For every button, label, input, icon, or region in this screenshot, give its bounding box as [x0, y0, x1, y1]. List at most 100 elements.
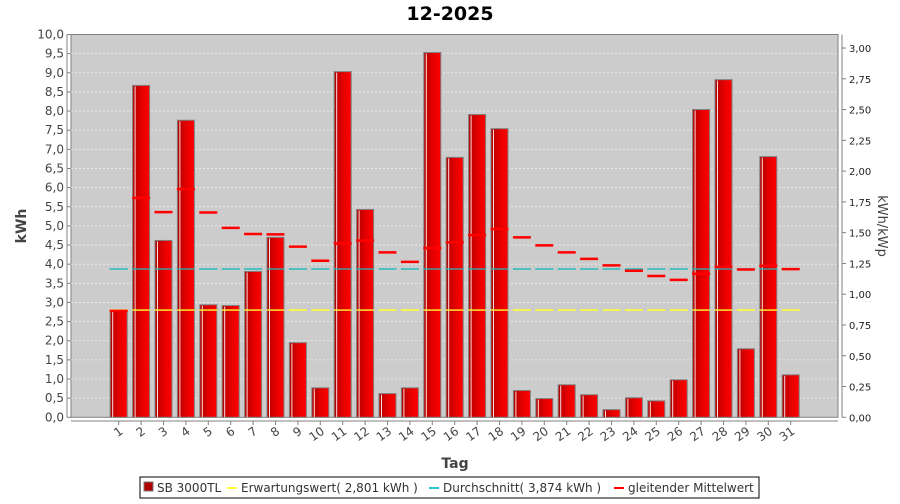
bar: [624, 397, 643, 418]
y2-tick-label: 0,75: [849, 321, 871, 332]
y2-tick-label: 3,00: [849, 44, 871, 55]
x-tick-label: 17: [463, 424, 484, 444]
legend-label-average: Durchschnitt( 3,874 kWh ): [443, 481, 601, 495]
y2-axis-label: kWh/kWp: [874, 195, 889, 257]
y-tick-label: 4,5: [45, 238, 64, 252]
legend-label-bar: SB 3000TL: [157, 481, 222, 495]
bar: [445, 156, 464, 418]
bar: [400, 387, 419, 418]
x-tick-label: 3: [156, 424, 170, 440]
bar: [154, 239, 173, 418]
x-tick-label: 1: [111, 424, 125, 440]
y2-tick-label: 2,75: [849, 75, 871, 86]
bar: [266, 236, 285, 418]
y-tick-label: 10,0: [37, 28, 64, 42]
x-tick-label: 8: [268, 424, 282, 440]
y-tick-label: 5,0: [45, 219, 64, 233]
y2-tick-label: 2,50: [849, 106, 871, 117]
bar: [736, 348, 755, 418]
bar: [423, 51, 442, 418]
x-tick-label: 27: [687, 424, 708, 444]
y-tick-label: 7,5: [45, 123, 64, 137]
x-tick-label: 12: [351, 424, 372, 444]
x-tick-label: 4: [178, 424, 192, 440]
x-tick-label: 9: [290, 424, 304, 440]
y2-tick-label: 1,50: [849, 229, 871, 240]
bar: [378, 393, 397, 418]
bar: [781, 374, 800, 418]
y-tick-label: 9,5: [45, 47, 64, 61]
x-tick-label: 28: [710, 424, 731, 444]
y-tick-label: 1,0: [45, 372, 64, 386]
y2-tick-label: 0,50: [849, 352, 871, 363]
bar: [602, 409, 621, 418]
x-tick-label: 5: [201, 424, 215, 440]
y-tick-label: 7,0: [45, 142, 64, 156]
y-tick-label: 0,5: [45, 391, 64, 405]
bar: [692, 109, 711, 418]
bar: [244, 270, 263, 418]
x-tick-label: 22: [575, 424, 596, 444]
y-tick-label: 6,5: [45, 161, 64, 175]
bar: [535, 398, 554, 418]
x-tick-label: 16: [441, 424, 462, 444]
y-tick-label: 3,5: [45, 276, 64, 290]
x-tick-label: 7: [246, 424, 260, 440]
bar: [311, 387, 330, 418]
legend-swatch-bar: [143, 481, 154, 492]
y2-tick-label: 0,00: [849, 413, 871, 424]
x-tick-label: 2: [134, 424, 148, 440]
y-tick-label: 1,5: [45, 353, 64, 367]
x-tick-label: 13: [374, 424, 395, 444]
bar: [759, 156, 778, 418]
chart-title: 12-2025: [406, 3, 493, 25]
bar: [557, 384, 576, 418]
x-tick-label: 30: [754, 424, 775, 444]
y2-tick-label: 1,00: [849, 290, 871, 301]
bar: [468, 114, 487, 418]
y-axis-label: kWh: [14, 209, 30, 244]
x-tick-label: 21: [553, 424, 574, 444]
y-tick-label: 8,0: [45, 104, 64, 118]
x-tick-label: 23: [598, 424, 619, 444]
x-tick-label: 14: [396, 424, 417, 444]
bar: [647, 400, 666, 418]
y2-tick-label: 2,00: [849, 167, 871, 178]
x-tick-label: 6: [223, 424, 237, 440]
x-axis-label: Tag: [441, 456, 468, 472]
x-tick-label: 18: [486, 424, 507, 444]
bar: [356, 208, 375, 418]
x-tick-label: 26: [665, 424, 686, 444]
y-tick-label: 9,0: [45, 66, 64, 80]
y2-tick-label: 2,25: [849, 136, 871, 147]
bar: [221, 305, 240, 418]
x-tick-label: 11: [329, 424, 350, 444]
x-tick-label: 29: [732, 424, 753, 444]
y-tick-label: 2,5: [45, 315, 64, 329]
bar: [669, 379, 688, 418]
y2-tick-label: 1,75: [849, 198, 871, 209]
y-tick-label: 0,0: [45, 410, 64, 424]
y-tick-label: 4,0: [45, 257, 64, 271]
y2-tick-label: 1,25: [849, 259, 871, 270]
legend-label-moving-average: gleitender Mittelwert: [628, 481, 754, 495]
y-tick-label: 6,0: [45, 181, 64, 195]
bar: [512, 390, 531, 418]
y-tick-label: 3,0: [45, 295, 64, 309]
x-tick-label: 20: [530, 424, 551, 444]
y2-tick-label: 0,25: [849, 383, 871, 394]
bar: [580, 394, 599, 418]
x-tick-label: 25: [642, 424, 663, 444]
y-tick-label: 8,5: [45, 85, 64, 99]
bar: [490, 128, 509, 418]
x-tick-label: 31: [777, 424, 798, 444]
legend-label-expected: Erwartungswert( 2,801 kWh ): [241, 481, 418, 495]
bar: [288, 342, 307, 418]
y-tick-label: 5,5: [45, 200, 64, 214]
y-tick-label: 2,0: [45, 334, 64, 348]
bar: [714, 79, 733, 418]
x-tick-label: 10: [306, 424, 327, 444]
bar: [199, 304, 218, 418]
bar: [132, 84, 151, 418]
